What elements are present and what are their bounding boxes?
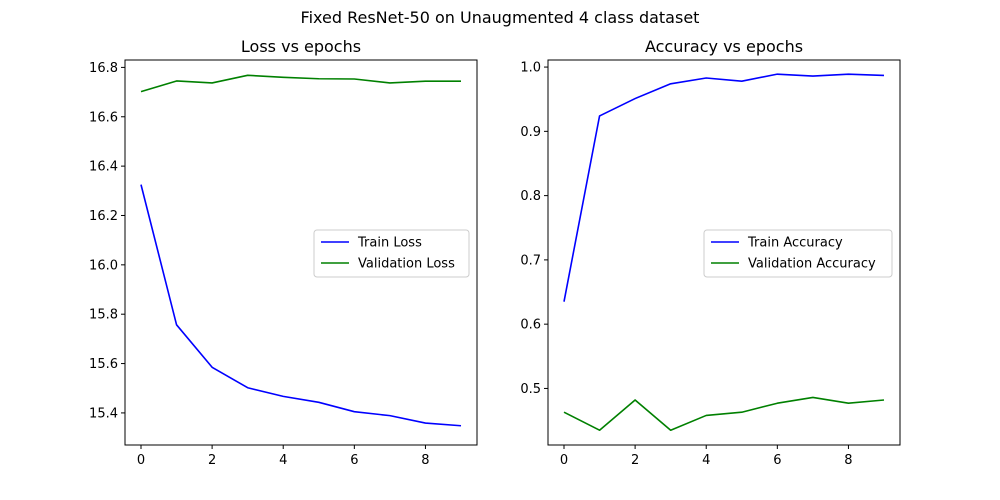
chart2-ytick-label: 0.5 [520,382,541,397]
chart1-legend-label-1: Train Loss [357,236,422,251]
chart2-ytick-label: 0.8 [520,189,541,204]
chart1-xtick-label: 0 [137,453,145,468]
chart1-xtick-label: 6 [350,453,358,468]
chart1-ytick-label: 16.0 [89,258,118,273]
chart1-series-line-2 [140,74,461,93]
chart1-axes-frame [124,59,478,446]
chart2-xtick-label: 4 [702,453,710,468]
chart2-ytick-label: 0.6 [520,318,541,333]
chart1-ytick-label: 16.2 [89,209,118,224]
chart2-xtick-label: 2 [631,453,639,468]
chart1-legend-label-2: Validation Loss [358,257,455,272]
chart1-legend [313,229,470,278]
chart1-title: Loss vs epochs [241,37,361,56]
chart2-xtick-label: 6 [773,453,781,468]
chart2-series-line-2 [563,396,885,432]
chart2-ytick-label: 0.9 [520,125,541,140]
chart1-ytick-label: 15.4 [89,406,118,421]
chart2-title: Accuracy vs epochs [645,37,803,56]
chart2-axes-frame [547,59,901,446]
chart1-xtick-label: 8 [421,453,429,468]
chart2-ytick-label: 0.7 [520,253,541,268]
chart1-series-line-1 [140,184,462,427]
chart1-ytick-label: 16.6 [89,110,118,125]
chart2-legend [703,229,893,278]
chart1-xtick-label: 4 [279,453,287,468]
chart2-xtick-label: 0 [560,453,568,468]
chart2-series-line-1 [563,73,885,302]
chart2-legend-label-1: Train Accuracy [747,236,843,251]
chart2-legend-label-2: Validation Accuracy [748,257,876,272]
chart1-ytick-label: 15.6 [89,357,118,372]
chart2-xtick-label: 8 [844,453,852,468]
figure-suptitle: Fixed ResNet-50 on Unaugmented 4 class d… [300,8,700,27]
chart1-ytick-label: 15.8 [89,308,118,323]
chart2-ytick-label: 1.0 [520,61,541,76]
chart1-ytick-label: 16.8 [89,61,118,76]
chart1-ytick-label: 16.4 [89,160,118,175]
chart1-xtick-label: 2 [208,453,216,468]
